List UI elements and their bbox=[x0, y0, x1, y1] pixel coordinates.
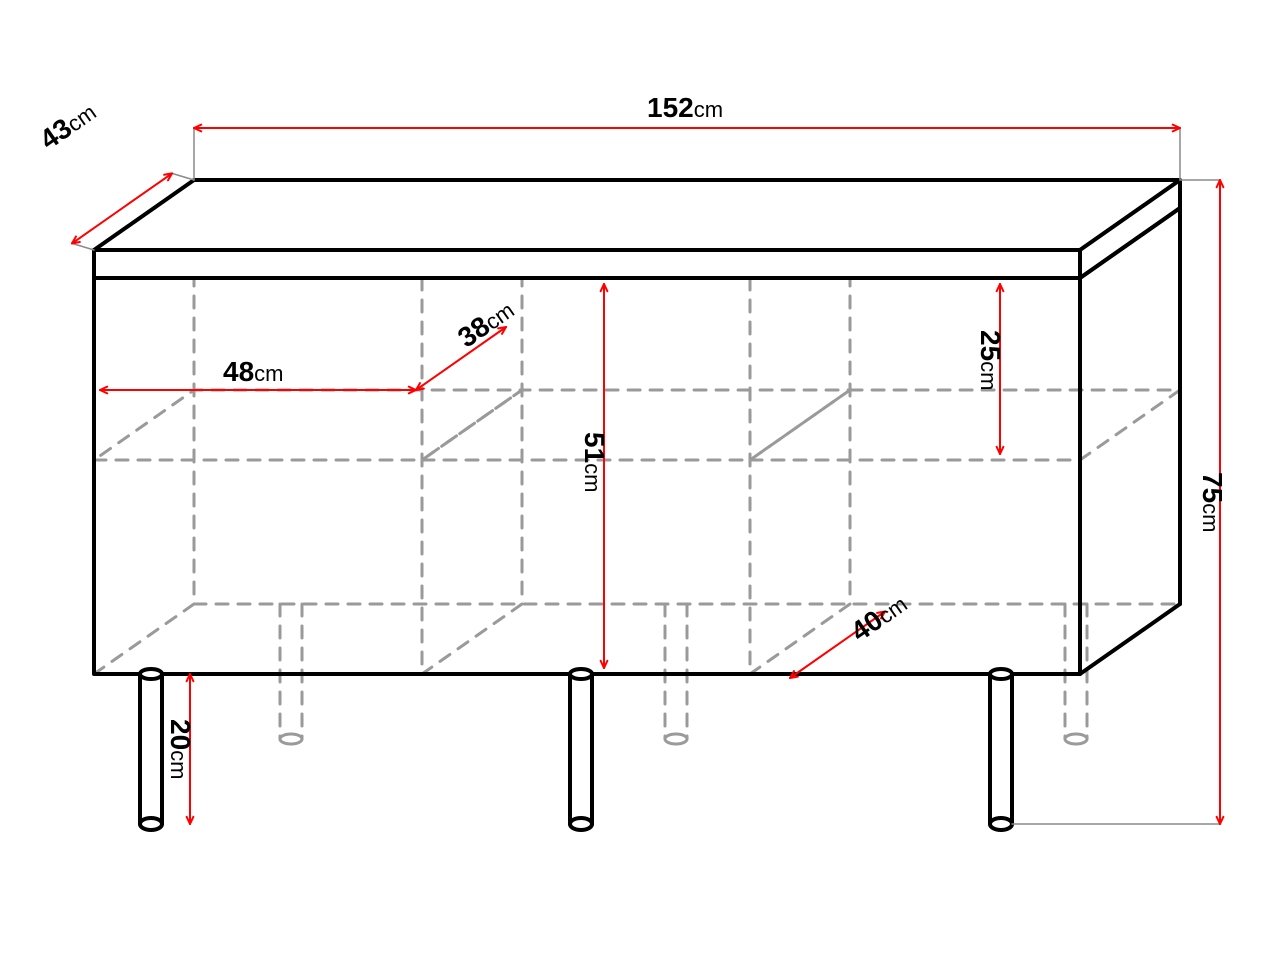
dim-upper-h: 25cm bbox=[974, 330, 1006, 390]
dim-shelf-w: 48cm bbox=[223, 356, 283, 388]
dim-body-h: 51cm bbox=[578, 432, 610, 492]
dim-width: 152cm bbox=[647, 92, 723, 124]
dim-height: 75cm bbox=[1196, 472, 1228, 532]
dim-leg: 20cm bbox=[164, 719, 196, 779]
